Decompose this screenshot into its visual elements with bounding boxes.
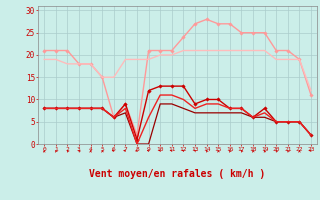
X-axis label: Vent moyen/en rafales ( km/h ): Vent moyen/en rafales ( km/h ) <box>90 169 266 179</box>
